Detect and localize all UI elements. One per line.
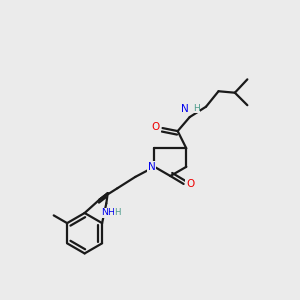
Text: O: O (186, 179, 194, 189)
Text: H: H (114, 208, 121, 217)
Text: N: N (148, 162, 155, 172)
Text: O: O (152, 122, 160, 132)
Text: N: N (181, 104, 189, 114)
Text: NH: NH (101, 208, 115, 217)
Text: H: H (193, 104, 200, 113)
